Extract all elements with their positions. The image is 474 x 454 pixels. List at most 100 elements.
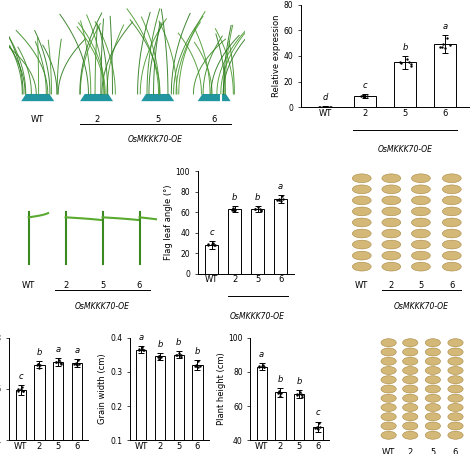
- Text: 2: 2: [94, 114, 99, 123]
- Ellipse shape: [352, 262, 371, 271]
- Point: [56, 358, 64, 365]
- Point: [363, 93, 370, 100]
- Point: [360, 94, 367, 101]
- Text: c: c: [316, 409, 320, 417]
- Ellipse shape: [448, 376, 463, 384]
- Ellipse shape: [425, 394, 440, 402]
- Ellipse shape: [442, 229, 461, 238]
- Point: [135, 346, 142, 354]
- Ellipse shape: [352, 207, 371, 216]
- Bar: [275, 392, 285, 454]
- Ellipse shape: [448, 339, 463, 347]
- Ellipse shape: [402, 366, 418, 375]
- Ellipse shape: [442, 218, 461, 227]
- Point: [407, 60, 415, 67]
- Point: [191, 363, 199, 370]
- Ellipse shape: [411, 229, 430, 238]
- Ellipse shape: [402, 394, 418, 402]
- Bar: [72, 363, 82, 454]
- Bar: [173, 355, 184, 454]
- Point: [209, 240, 216, 247]
- Ellipse shape: [402, 404, 418, 411]
- Ellipse shape: [381, 422, 396, 430]
- Point: [156, 354, 164, 361]
- Text: 5: 5: [430, 448, 436, 454]
- Ellipse shape: [425, 404, 440, 411]
- Point: [278, 192, 285, 199]
- Ellipse shape: [448, 357, 463, 365]
- Point: [443, 34, 451, 41]
- Bar: [136, 350, 146, 454]
- Ellipse shape: [442, 262, 461, 271]
- Text: OsMKKK70-OE: OsMKKK70-OE: [378, 145, 433, 154]
- Point: [273, 196, 281, 203]
- Point: [35, 364, 43, 371]
- Ellipse shape: [352, 174, 371, 183]
- Ellipse shape: [448, 366, 463, 375]
- Point: [313, 424, 320, 432]
- Point: [230, 208, 237, 215]
- Text: OsMKKK70-OE: OsMKKK70-OE: [75, 301, 130, 311]
- Ellipse shape: [382, 185, 401, 194]
- Ellipse shape: [402, 357, 418, 365]
- Ellipse shape: [411, 262, 430, 271]
- Ellipse shape: [382, 251, 401, 260]
- Bar: [192, 365, 202, 454]
- Bar: [394, 62, 416, 107]
- Point: [18, 385, 25, 393]
- Point: [359, 92, 366, 99]
- Point: [277, 197, 284, 204]
- Ellipse shape: [352, 185, 371, 194]
- Ellipse shape: [425, 348, 440, 356]
- Text: 6: 6: [453, 448, 458, 454]
- Ellipse shape: [402, 385, 418, 393]
- Point: [35, 360, 42, 368]
- Ellipse shape: [382, 218, 401, 227]
- Ellipse shape: [442, 251, 461, 260]
- Point: [298, 393, 305, 400]
- Ellipse shape: [382, 262, 401, 271]
- Point: [229, 205, 237, 212]
- Point: [139, 346, 147, 353]
- Ellipse shape: [448, 431, 463, 439]
- Ellipse shape: [448, 348, 463, 356]
- Ellipse shape: [425, 385, 440, 393]
- Point: [259, 361, 267, 368]
- Ellipse shape: [442, 174, 461, 183]
- Point: [192, 361, 200, 369]
- Ellipse shape: [402, 422, 418, 430]
- Ellipse shape: [352, 218, 371, 227]
- Point: [157, 353, 164, 360]
- Point: [261, 363, 268, 370]
- Bar: [228, 209, 241, 274]
- Text: b: b: [176, 338, 182, 347]
- Point: [155, 355, 163, 363]
- Point: [293, 390, 301, 398]
- Ellipse shape: [442, 207, 461, 216]
- Ellipse shape: [352, 240, 371, 249]
- Polygon shape: [80, 94, 113, 101]
- Bar: [53, 362, 64, 454]
- Point: [18, 384, 26, 391]
- Point: [155, 352, 163, 359]
- Ellipse shape: [448, 413, 463, 421]
- Point: [251, 205, 258, 212]
- Point: [323, 103, 330, 110]
- Point: [135, 345, 143, 353]
- Point: [438, 43, 446, 50]
- Ellipse shape: [382, 196, 401, 205]
- Point: [405, 59, 413, 66]
- Point: [324, 103, 331, 110]
- Text: OsMKKK70-OE: OsMKKK70-OE: [128, 135, 183, 144]
- Point: [293, 391, 301, 398]
- Point: [211, 242, 219, 249]
- Point: [403, 55, 410, 62]
- Ellipse shape: [402, 339, 418, 347]
- Point: [326, 103, 333, 110]
- Point: [194, 358, 202, 365]
- Ellipse shape: [425, 357, 440, 365]
- Bar: [34, 365, 45, 454]
- Point: [14, 387, 22, 395]
- Point: [232, 206, 239, 213]
- Point: [75, 360, 83, 367]
